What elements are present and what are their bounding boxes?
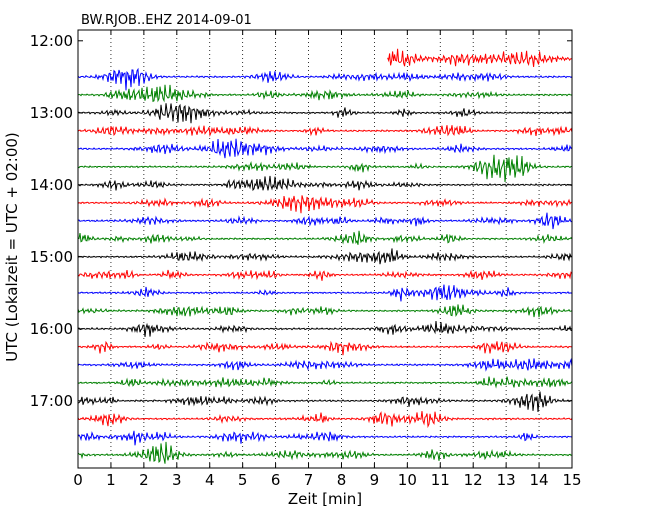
seismogram-trace [77,269,573,281]
x-tick-label: 9 [370,471,380,489]
x-tick-label: 11 [431,471,450,489]
x-tick-label: 6 [271,471,281,489]
x-tick-label: 3 [172,471,182,489]
y-tick-label: 17:00 [30,392,73,410]
seismogram-trace [77,195,573,214]
seismogram-trace [77,304,573,318]
seismogram-trace [77,248,573,265]
x-tick-label: 5 [238,471,248,489]
plot-area: 0 1 2 3 4 5 6 7 8 9 10 11 12 13 14 15 12:0013:0014:0015… [30,29,582,489]
seismogram-trace [77,84,573,103]
x-tick-label: 15 [562,471,581,489]
seismogram-trace [77,391,573,413]
y-tick-label: 16:00 [30,320,73,338]
x-tick-label: 10 [398,471,417,489]
seismogram-trace [77,376,573,389]
seismogram-trace [77,212,573,230]
chart-title: BW.RJOB..EHZ 2014-09-01 [81,13,252,28]
seismogram-trace [77,411,573,429]
x-tick-label: 4 [205,471,215,489]
seismogram-trace [77,138,573,159]
y-tick-label: 14:00 [30,176,73,194]
seismogram-trace [77,441,573,464]
seismogram-trace [77,430,573,446]
axes-frame [78,30,572,468]
x-tick-label: 13 [497,471,516,489]
y-axis-ticks: 12:00 13:00 14:00 15:00 16:00 17:00 [30,32,572,410]
x-tick-label: 12 [464,471,483,489]
seismogram-traces [77,48,573,464]
seismogram-trace [77,103,573,124]
y-tick-label: 12:00 [30,32,73,50]
seismogram-trace [77,175,573,192]
seismogram-trace [77,67,573,91]
y-tick-label: 15:00 [30,248,73,266]
seismogram-trace [387,48,572,67]
y-axis-label: UTC (Lokalzeit = UTC + 02:00) [3,132,21,362]
seismogram-trace [77,230,573,245]
x-tick-label: 14 [530,471,549,489]
x-axis-label: Zeit [min] [288,490,362,508]
axes-border [77,29,573,469]
x-axis-ticks: 0 1 2 3 4 5 6 7 8 9 10 11 12 13 14 15 [73,30,582,489]
seismogram-trace [77,154,573,183]
seismogram-trace [77,125,573,138]
x-tick-label: 1 [106,471,116,489]
x-tick-label: 0 [73,471,83,489]
y-tick-label: 13:00 [30,104,73,122]
x-tick-label: 8 [337,471,347,489]
seismogram-trace [77,320,573,337]
x-tick-label: 7 [304,471,314,489]
seismogram-trace [77,284,573,302]
seismogram-trace [77,340,573,356]
seismogram-trace [77,357,573,372]
x-tick-label: 2 [139,471,149,489]
